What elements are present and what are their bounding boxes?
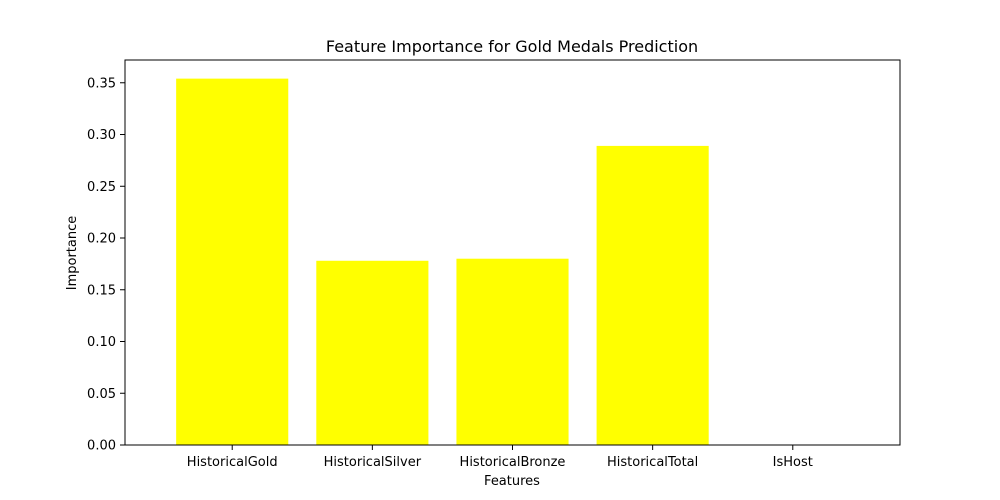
y-tick-label: 0.00: [87, 439, 116, 454]
y-tick-label: 0.05: [87, 387, 116, 402]
x-tick-label: HistoricalSilver: [324, 455, 422, 470]
bar-historicaltotal: [596, 145, 709, 445]
chart-title: Feature Importance for Gold Medals Predi…: [326, 37, 698, 56]
y-tick-label: 0.15: [87, 283, 116, 298]
x-axis-label: Features: [484, 474, 540, 489]
y-tick-label: 0.20: [87, 232, 116, 247]
x-tick-label: IsHost: [773, 455, 813, 470]
bars-group: [176, 78, 709, 446]
x-tick-label: HistoricalGold: [187, 455, 278, 470]
x-tick-label: HistoricalTotal: [607, 455, 698, 470]
y-axis: 0.00 0.05 0.10 0.15 0.20 0.25 0.30 0.35: [87, 76, 125, 454]
y-axis-label: Importance: [65, 216, 80, 291]
y-tick-label: 0.10: [87, 335, 116, 350]
y-tick-label: 0.35: [87, 76, 116, 91]
y-tick-label: 0.30: [87, 128, 116, 143]
bar-historicalbronze: [456, 258, 569, 445]
plot-frame: [124, 59, 901, 446]
x-axis: HistoricalGold HistoricalSilver Historical…: [187, 445, 813, 470]
x-tick-label: HistoricalBronze: [460, 455, 566, 470]
bar-historicalsilver: [316, 260, 429, 445]
bar-historicalgold: [176, 78, 289, 446]
y-tick-label: 0.25: [87, 180, 116, 195]
